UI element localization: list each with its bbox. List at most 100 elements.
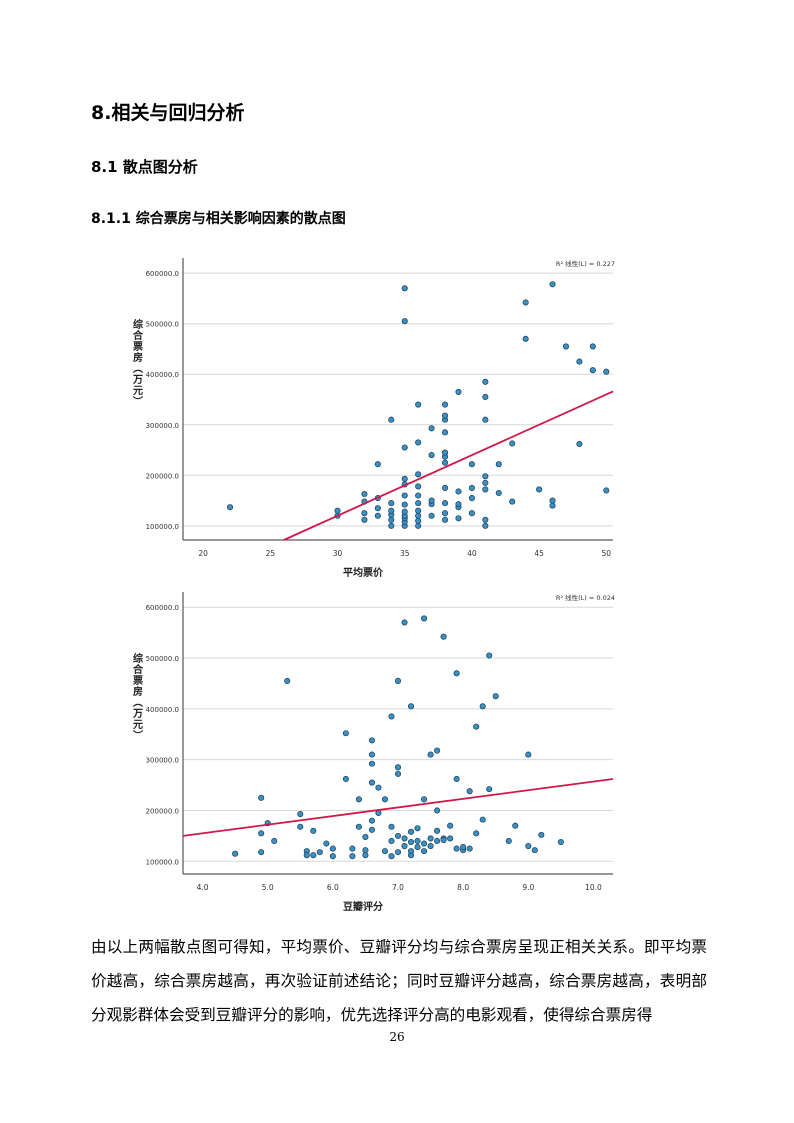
data-point [549, 502, 556, 509]
data-point [349, 853, 356, 860]
data-point [415, 517, 422, 524]
data-point [434, 807, 441, 814]
data-point [394, 849, 402, 856]
data-point [394, 677, 402, 684]
data-point [536, 486, 543, 493]
x-tick-label: 6.0 [327, 883, 339, 892]
data-point [415, 512, 422, 519]
y-tick-label: 300000.0 [146, 422, 179, 430]
data-point [434, 837, 441, 845]
data-point [562, 343, 570, 350]
data-point [441, 500, 449, 507]
data-point [388, 416, 395, 423]
data-point [401, 285, 408, 292]
data-point [401, 843, 408, 850]
data-point [415, 492, 422, 499]
data-point [388, 837, 395, 845]
data-point [421, 796, 428, 803]
data-point [271, 837, 278, 845]
data-point [482, 486, 489, 493]
data-point [455, 488, 462, 495]
data-point [258, 794, 265, 801]
data-point [482, 522, 489, 529]
data-point [468, 495, 475, 502]
data-point [415, 483, 422, 490]
data-point [334, 507, 341, 514]
y-axis-label: 综合票房（万元） [131, 652, 144, 741]
data-point [603, 368, 610, 375]
data-point [329, 853, 336, 860]
data-point [479, 703, 486, 710]
data-point [415, 522, 422, 529]
x-tick-label: 9.0 [522, 883, 534, 892]
y-tick-label: 300000.0 [146, 757, 179, 765]
data-point [440, 633, 447, 640]
x-tick-label: 10.0 [585, 883, 602, 892]
data-point [401, 318, 408, 325]
data-point [441, 510, 449, 517]
y-tick-label: 100000.0 [146, 523, 179, 531]
data-point [453, 775, 460, 783]
regression-line [283, 390, 614, 541]
data-point [388, 516, 395, 523]
data-point [441, 401, 449, 408]
subsubsection-heading: 8.1.1 综合票房与相关影响因素的散点图 [91, 211, 346, 227]
data-point [258, 830, 265, 837]
data-point [414, 825, 421, 832]
data-point [468, 484, 475, 491]
data-point [362, 852, 369, 859]
data-point [453, 845, 460, 852]
data-point [482, 516, 489, 523]
data-point [482, 378, 489, 385]
data-point [576, 358, 583, 365]
data-point [407, 838, 415, 846]
data-point [441, 429, 449, 436]
data-point [509, 498, 516, 505]
data-point [323, 840, 330, 847]
data-point [482, 473, 489, 480]
data-point [428, 512, 435, 519]
y-tick-label: 400000.0 [146, 371, 179, 379]
data-point [421, 615, 428, 622]
data-point [349, 845, 356, 852]
data-point [368, 737, 375, 744]
y-tick-label: 200000.0 [146, 807, 179, 815]
data-point [447, 822, 454, 829]
data-point [362, 847, 369, 854]
data-point [368, 760, 375, 767]
data-point [388, 500, 395, 507]
data-point [522, 299, 529, 306]
data-point [525, 843, 532, 850]
data-point [495, 461, 502, 468]
data-point [576, 440, 583, 448]
data-point [407, 848, 415, 855]
data-point [434, 747, 441, 754]
data-point [531, 847, 538, 854]
data-point [428, 452, 435, 459]
data-point [375, 784, 382, 791]
data-point [297, 810, 304, 818]
data-point [486, 786, 493, 793]
data-point [415, 500, 422, 507]
data-point [479, 816, 486, 823]
data-point [415, 507, 422, 514]
data-point [441, 412, 449, 419]
data-point [455, 501, 462, 508]
data-point [342, 775, 349, 783]
section-heading: 8.相关与回归分析 [91, 102, 245, 124]
r2-annotation: R² 线性(L) = 0.227 [556, 259, 615, 268]
data-point [603, 487, 610, 494]
data-point [368, 817, 375, 824]
data-point [232, 850, 239, 857]
data-point [549, 281, 556, 288]
data-point [512, 822, 519, 829]
x-tick-label: 8.0 [457, 883, 469, 892]
data-point [557, 838, 564, 846]
data-point [428, 497, 435, 504]
y-tick-label: 600000.0 [146, 270, 179, 278]
data-point [401, 492, 408, 499]
data-point [427, 835, 434, 842]
data-point [421, 840, 428, 847]
data-point [441, 449, 449, 456]
data-point [374, 512, 381, 519]
